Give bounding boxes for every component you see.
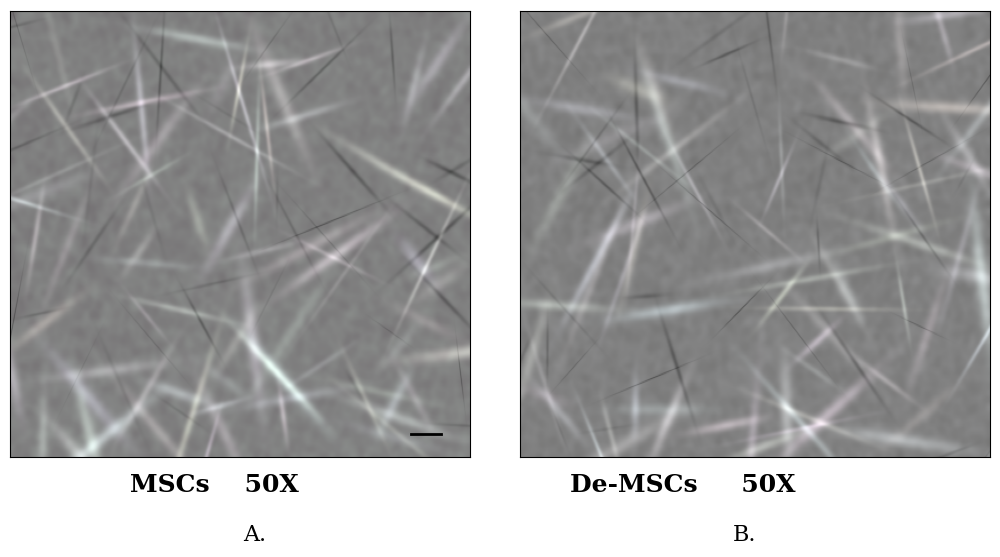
Text: De-MSCs     50X: De-MSCs 50X [570,472,796,497]
Text: A.: A. [243,524,267,546]
Text: MSCs    50X: MSCs 50X [130,472,299,497]
Text: B.: B. [733,524,757,546]
